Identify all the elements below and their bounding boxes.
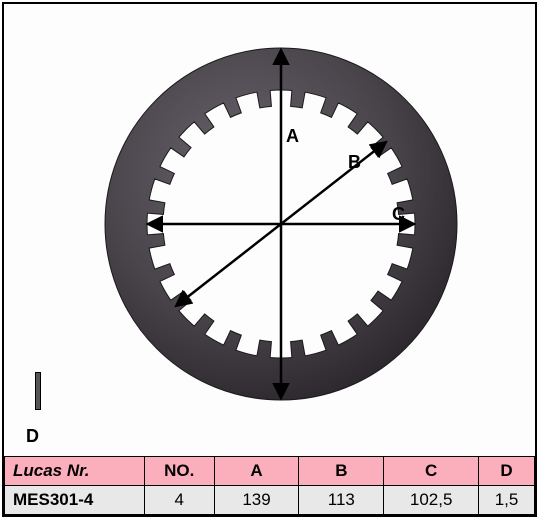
cell-lucas: MES301-4 xyxy=(5,486,145,515)
label-d: D xyxy=(26,426,39,447)
header-a: A xyxy=(214,457,299,486)
header-b: B xyxy=(299,457,384,486)
header-no: NO. xyxy=(144,457,214,486)
cell-b: 113 xyxy=(299,486,384,515)
header-c: C xyxy=(384,457,479,486)
label-a: A xyxy=(286,126,299,147)
clutch-plate-diagram xyxy=(4,4,539,459)
cell-d: 1,5 xyxy=(479,486,535,515)
thickness-indicator xyxy=(32,372,44,416)
header-lucas: Lucas Nr. xyxy=(5,457,145,486)
table-header-row: Lucas Nr. NO. A B C D xyxy=(5,457,535,486)
thickness-bar xyxy=(35,372,41,410)
diagram-area: A B C D xyxy=(4,4,535,459)
table-row: MES301-4 4 139 113 102,5 1,5 xyxy=(5,486,535,515)
label-b: B xyxy=(348,152,361,173)
cell-c: 102,5 xyxy=(384,486,479,515)
header-d: D xyxy=(479,457,535,486)
cell-no: 4 xyxy=(144,486,214,515)
cell-a: 139 xyxy=(214,486,299,515)
label-c: C xyxy=(392,204,405,225)
spec-table: Lucas Nr. NO. A B C D MES301-4 4 139 113… xyxy=(4,456,535,515)
diagram-container: A B C D Lucas Nr. NO. A B C D MES301-4 4… xyxy=(2,2,537,517)
